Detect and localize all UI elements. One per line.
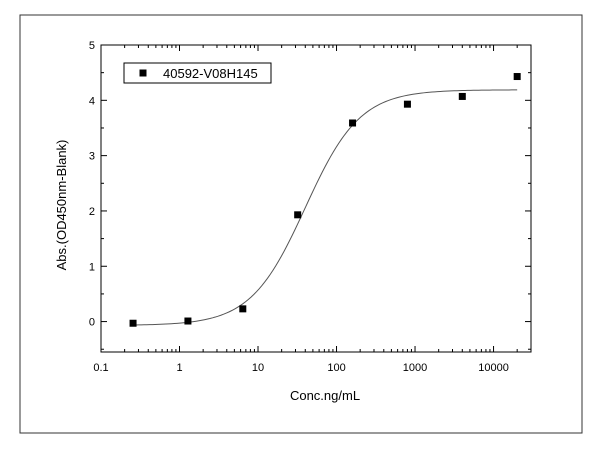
x-tick-label: 1 <box>176 362 182 374</box>
outer-frame <box>19 14 583 434</box>
data-point <box>239 305 247 313</box>
x-tick-label: 0.1 <box>93 362 108 374</box>
x-tick-label: 100 <box>327 362 345 374</box>
legend-label: 40592-V08H145 <box>163 66 258 81</box>
data-point <box>294 211 302 219</box>
fit-curve <box>133 89 518 326</box>
x-tick-label: 10000 <box>478 362 509 374</box>
y-tick-label: 1 <box>89 261 95 273</box>
y-axis-title: Abs.(OD450nm-Blank) <box>54 140 69 271</box>
y-tick-label: 4 <box>89 95 95 107</box>
data-points <box>129 73 521 327</box>
legend: 40592-V08H145 <box>123 62 272 84</box>
x-tick-label: 1000 <box>403 362 427 374</box>
data-point <box>129 319 137 327</box>
legend-box <box>123 62 272 84</box>
plot-area <box>100 44 532 353</box>
x-axis-title: Conc.ng/mL <box>290 388 360 403</box>
x-tick-label: 10 <box>252 362 264 374</box>
legend-marker-square <box>139 69 147 77</box>
y-tick-label: 3 <box>89 151 95 163</box>
axes-group: 0.1 1 10 100 1000 10000 0 1 2 3 4 5 <box>89 40 532 374</box>
y-tick-label: 0 <box>89 317 95 329</box>
data-point <box>184 317 192 325</box>
data-point <box>458 92 466 100</box>
data-point <box>403 100 411 108</box>
y-tick-label: 5 <box>89 40 95 52</box>
y-tick-label: 2 <box>89 206 95 218</box>
data-point <box>349 119 357 127</box>
data-point <box>513 73 521 81</box>
